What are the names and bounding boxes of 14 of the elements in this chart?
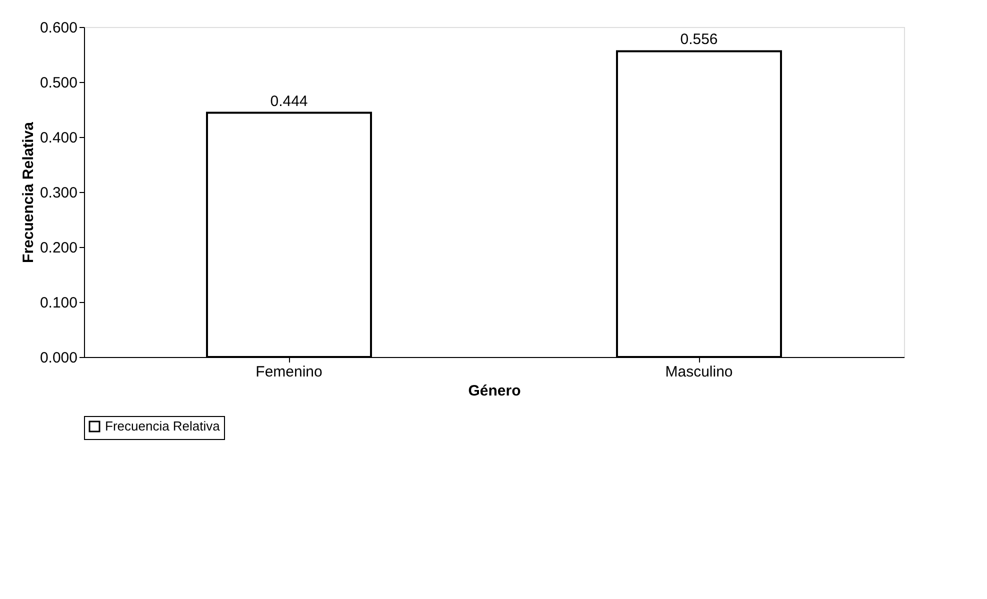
y-tick-label: 0.500 — [40, 74, 78, 92]
y-tick-label: 0.200 — [40, 240, 78, 256]
x-axis-title: Género — [468, 382, 521, 400]
y-axis-title: Frecuencia Relativa — [20, 121, 37, 263]
x-tick-label: Femenino — [256, 364, 322, 380]
data-label: 0.556 — [680, 31, 718, 48]
y-tick-label: 0.300 — [40, 184, 78, 202]
y-tick-label: 0.100 — [40, 294, 78, 312]
y-tick-label: 0.400 — [40, 130, 78, 146]
y-tick-label: 0.000 — [40, 350, 78, 366]
y-tick-label: 0.600 — [40, 20, 78, 36]
legend-label: Frecuencia Relativa — [105, 418, 221, 434]
data-label: 0.444 — [270, 92, 308, 110]
x-tick-label: Masculino — [665, 364, 733, 380]
